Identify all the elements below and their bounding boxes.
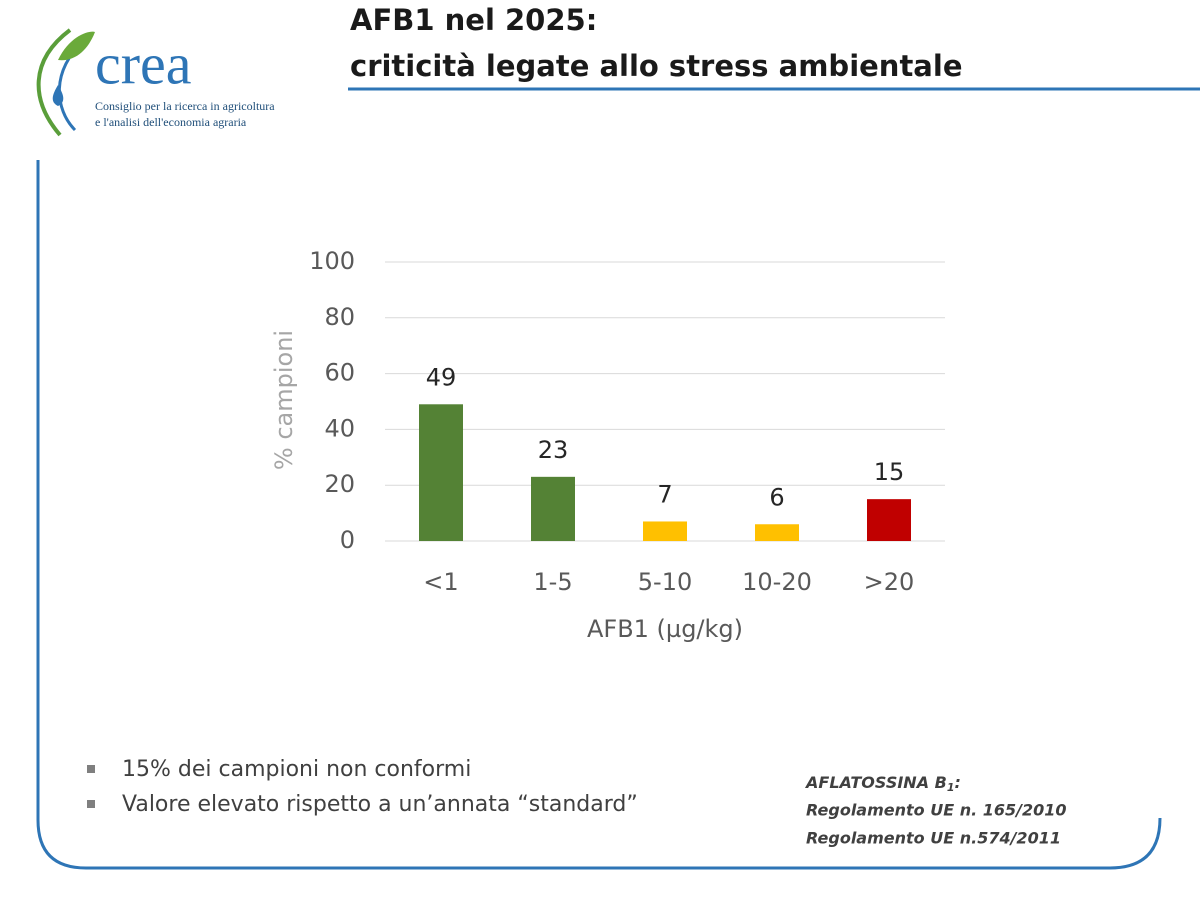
- bar: [643, 521, 687, 541]
- x-tick-label: <1: [423, 568, 458, 596]
- x-axis-label: AFB1 (µg/kg): [587, 615, 743, 643]
- x-tick-label: 10-20: [742, 568, 812, 596]
- bullet-marker: [87, 765, 95, 773]
- value-label: 7: [657, 480, 672, 508]
- bullet: Valore elevato rispetto a un’annata “sta…: [122, 792, 638, 817]
- value-label: 6: [769, 483, 784, 511]
- value-label: 23: [538, 436, 569, 464]
- bar: [867, 499, 911, 541]
- note-line: Regolamento UE n.574/2011: [806, 829, 1061, 848]
- logo-line: Consiglio per la ricerca in agricoltura: [95, 99, 275, 113]
- value-label: 49: [426, 363, 457, 391]
- y-tick-label: 100: [309, 247, 355, 275]
- y-tick-label: 20: [324, 470, 355, 498]
- note-title-text: AFLATOSSINA B: [804, 773, 947, 792]
- note-line: Regolamento UE n. 165/2010: [806, 801, 1067, 820]
- bar: [755, 524, 799, 541]
- y-tick-label: 0: [340, 526, 355, 554]
- frame: [36, 160, 1162, 870]
- note-title-end: :: [955, 773, 961, 792]
- bullet-marker: [87, 800, 95, 808]
- value-label: 15: [874, 458, 905, 486]
- logo-mark: [36, 28, 95, 137]
- logo-name: crea: [95, 31, 192, 96]
- note-subscript: 1: [947, 781, 955, 794]
- x-tick-label: 1-5: [533, 568, 572, 596]
- logo-line: e l'analisi dell'economia agraria: [95, 115, 247, 129]
- y-tick-label: 40: [324, 414, 355, 442]
- bar: [419, 404, 463, 541]
- title: criticità legate allo stress ambientale: [350, 49, 962, 83]
- title: AFB1 nel 2025:: [350, 3, 597, 37]
- bullet: 15% dei campioni non conformi: [122, 757, 471, 782]
- x-tick-label: 5-10: [638, 568, 692, 596]
- y-tick-label: 60: [324, 359, 355, 387]
- note-title: AFLATOSSINA B1:: [804, 773, 961, 795]
- bar: [531, 476, 575, 541]
- x-tick-label: >20: [864, 568, 915, 596]
- y-tick-label: 80: [324, 303, 355, 331]
- y-axis-label: % campioni: [270, 330, 298, 470]
